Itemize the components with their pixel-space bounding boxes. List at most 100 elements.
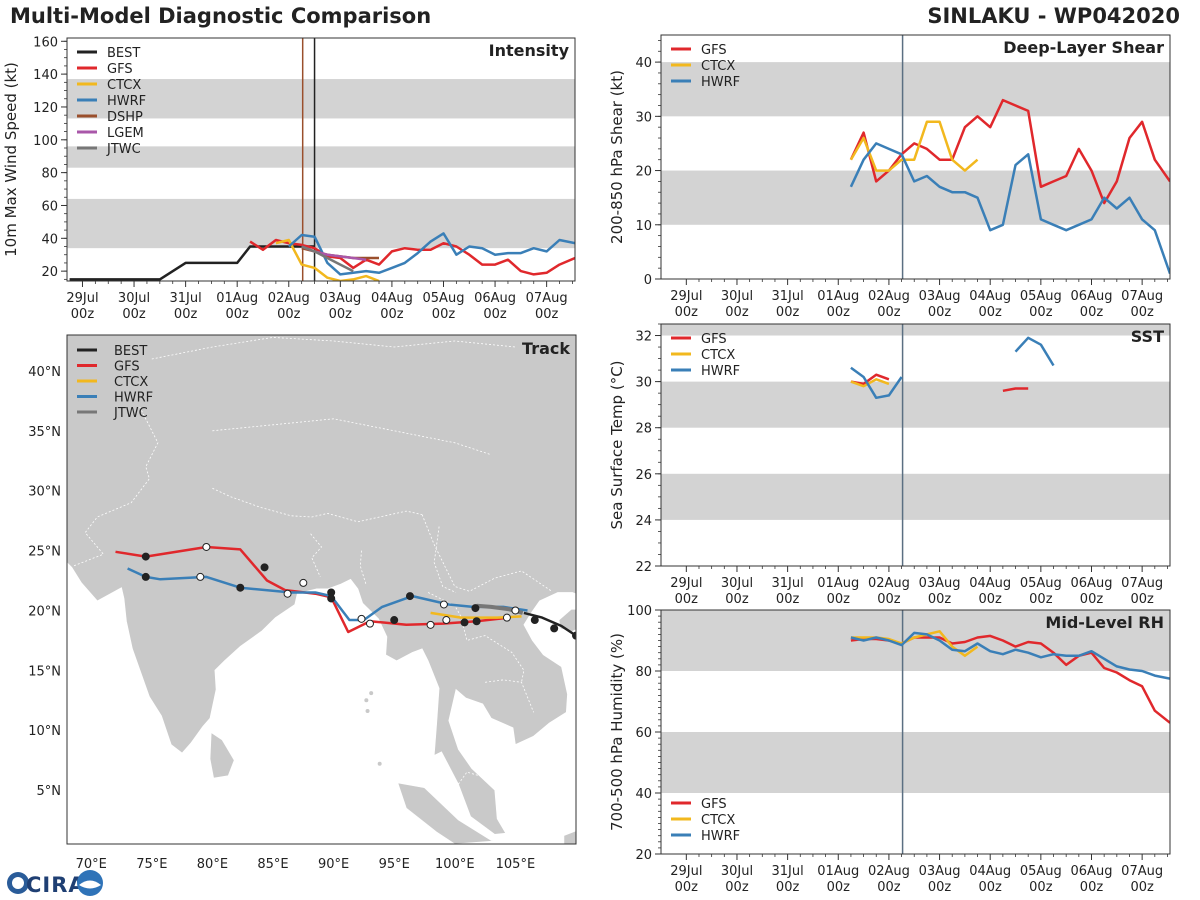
chart-title: SST [1131, 327, 1164, 346]
legend-label-best: BEST [107, 46, 140, 61]
x-tick-label: 04Aug [371, 291, 413, 306]
y-tick-label: 30 [635, 110, 652, 125]
country-border [433, 526, 457, 593]
lon-tick-label: 80°E [197, 857, 228, 872]
x-tick-label: 00z [827, 592, 851, 607]
legend-label-gfs: GFS [701, 43, 727, 58]
y-tick-label: 20 [41, 265, 58, 280]
x-tick-label: 00z [928, 880, 952, 895]
series-ctcx-line [849, 120, 979, 172]
country-border [485, 679, 534, 713]
storm-name: SINLAKU - WP042020 [927, 4, 1180, 28]
x-tick-label: 04Aug [969, 289, 1011, 304]
track-ctcx-marker [502, 613, 511, 622]
y-tick-label: 60 [41, 199, 58, 214]
y-tick-label: 80 [41, 167, 58, 182]
track-hwrf-marker [511, 606, 520, 615]
x-tick-label: 00z [979, 592, 1003, 607]
x-tick-label: 00z [675, 880, 699, 895]
map-frame [66, 334, 577, 845]
land-island-2 [369, 691, 374, 696]
x-tick-label: 00z [776, 880, 800, 895]
y-axis-label: Sea Surface Temp (°C) [608, 360, 626, 529]
land-sumatra [397, 782, 504, 844]
legend-label-best: BEST [114, 344, 147, 359]
x-tick-label: 01Aug [216, 291, 258, 306]
x-tick-label: 00z [71, 307, 95, 322]
x-tick-label: 00z [675, 592, 699, 607]
track-gfs-marker [299, 578, 308, 587]
x-tick-label: 07Aug [1121, 864, 1163, 879]
track-gfs-marker [260, 563, 269, 572]
x-tick-label: 00z [174, 307, 198, 322]
y-tick-label: 40 [635, 787, 652, 802]
country-border [421, 514, 553, 592]
track-gfs-marker [472, 617, 481, 626]
x-tick-label: 00z [329, 307, 353, 322]
lat-tick-label: 15°N [28, 664, 61, 679]
x-tick-label: 29Jul [670, 289, 702, 304]
x-tick-label: 00z [725, 305, 749, 320]
x-tick-label: 00z [979, 880, 1003, 895]
x-tick-label: 00z [928, 592, 952, 607]
y-tick-label: 26 [635, 468, 652, 483]
x-tick-label: 00z [827, 305, 851, 320]
chart-title: Track [522, 339, 570, 358]
x-tick-label: 00z [1080, 592, 1104, 607]
x-tick-label: 00z [827, 880, 851, 895]
chart-title: Mid-Level RH [1045, 613, 1164, 632]
intensity-chart: 2040608010012014016029Jul00z30Jul00z31Ju… [2, 35, 576, 322]
lon-tick-label: 70°E [76, 857, 107, 872]
plot-frame [660, 34, 1171, 280]
band-1 [661, 381, 1170, 428]
band-2 [661, 324, 1170, 336]
track-hwrf-marker [236, 583, 245, 592]
x-tick-label: 00z [1029, 880, 1053, 895]
track-hwrf-marker [357, 614, 366, 623]
x-tick-label: 03Aug [319, 291, 361, 306]
band-0 [661, 473, 1170, 520]
track-best-marker [530, 616, 539, 625]
x-tick-label: 00z [776, 305, 800, 320]
sst-chart: 22242628303229Jul00z30Jul00z31Jul00z01Au… [608, 323, 1171, 607]
chart-title: Intensity [489, 41, 570, 60]
x-tick-label: 05Aug [423, 291, 465, 306]
track-gfs-marker [365, 619, 374, 628]
legend-label-jtwc: JTWC [113, 406, 148, 421]
y-tick-label: 100 [33, 134, 58, 149]
lat-tick-label: 25°N [28, 545, 61, 560]
x-tick-label: 06Aug [1071, 576, 1113, 591]
x-tick-label: 00z [675, 305, 699, 320]
chart-title: Deep-Layer Shear [1003, 38, 1164, 57]
track-hwrf-marker [196, 572, 205, 581]
lat-tick-label: 30°N [28, 485, 61, 500]
cira-logo: CIRA [7, 870, 103, 897]
x-tick-label: 05Aug [1020, 864, 1062, 879]
y-axis-label: 200-850 hPa Shear (kt) [608, 70, 626, 244]
lon-tick-label: 100°E [435, 857, 475, 872]
y-tick-label: 20 [635, 848, 652, 863]
track-hwrf-marker [471, 604, 480, 613]
x-tick-label: 05Aug [1020, 576, 1062, 591]
band-2 [67, 79, 575, 119]
legend-label-hwrf: HWRF [701, 829, 740, 844]
x-tick-label: 30Jul [118, 291, 150, 306]
series-gfs-line [1002, 387, 1029, 393]
x-tick-label: 07Aug [526, 291, 568, 306]
x-tick-label: 06Aug [474, 291, 516, 306]
track-gfs-marker [460, 618, 469, 627]
x-tick-label: 02Aug [268, 291, 310, 306]
track-map: 70°E 75°E 80°E 85°E 90°E 95°E 100°E 105°E 5°N 10°… [28, 334, 577, 872]
land-island-0 [364, 698, 369, 703]
x-tick-label: 04Aug [969, 864, 1011, 879]
plot-frame [660, 323, 1171, 567]
x-tick-label: 00z [1029, 305, 1053, 320]
lat-tick-label: 35°N [28, 425, 61, 440]
legend-label-ctcx: CTCX [107, 78, 141, 93]
rh-chart: 2040608010029Jul00z30Jul00z31Jul00z01Aug… [608, 604, 1171, 895]
track-hwrf-line [127, 567, 528, 622]
x-tick-label: 00z [776, 592, 800, 607]
x-tick-label: 29Jul [670, 864, 702, 879]
x-tick-label: 00z [1029, 592, 1053, 607]
track-hwrf-marker [439, 600, 448, 609]
